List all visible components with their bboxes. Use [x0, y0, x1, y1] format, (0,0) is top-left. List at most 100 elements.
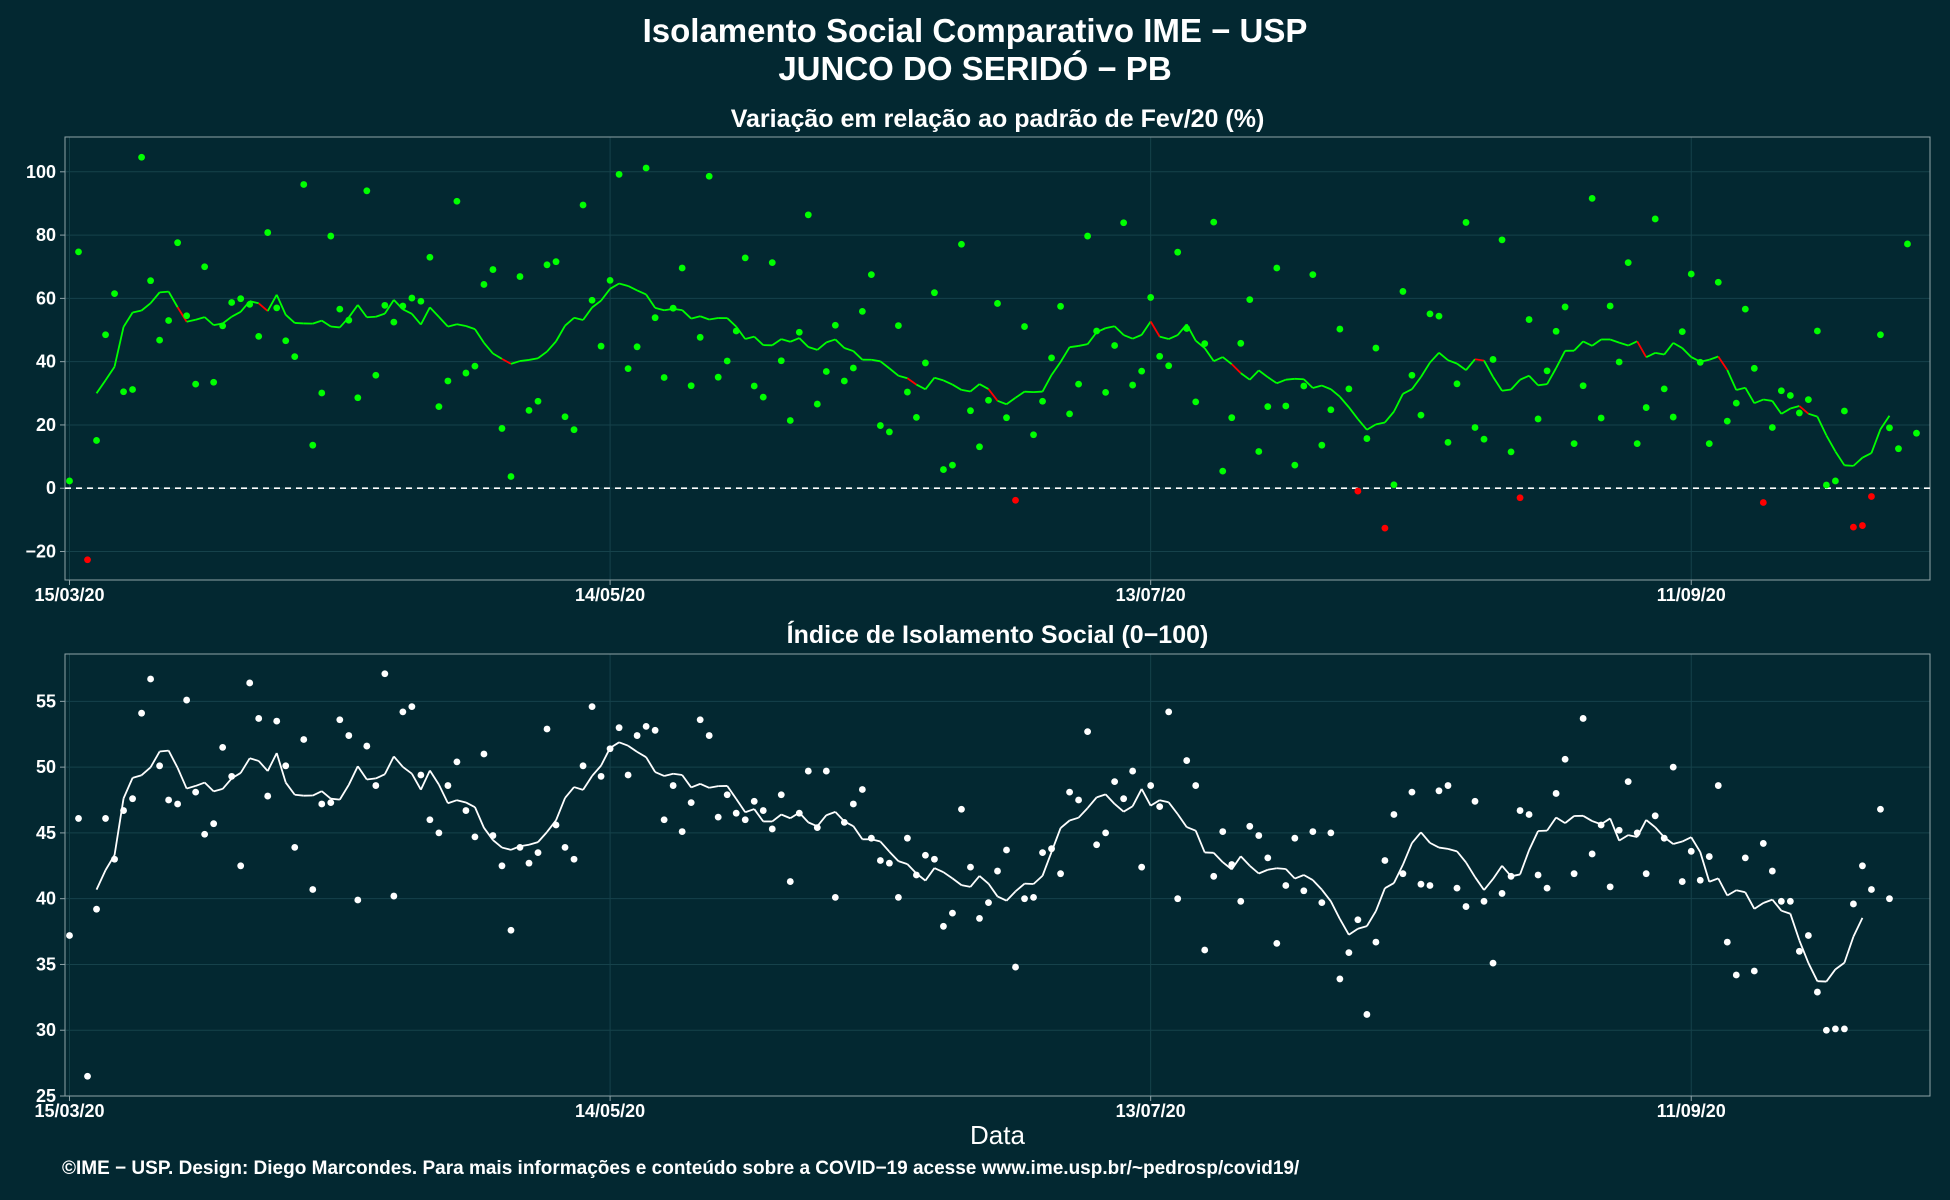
data-point [480, 750, 488, 758]
trend-line-segment [1005, 397, 1017, 405]
trend-line-segment [564, 786, 575, 799]
data-point [471, 362, 479, 370]
data-point [1462, 219, 1470, 226]
trend-line-segment [1645, 819, 1656, 828]
data-point [1336, 325, 1344, 333]
data-point [489, 266, 497, 273]
data-point [1795, 947, 1803, 955]
data-point [1354, 916, 1362, 924]
data-point [1147, 782, 1155, 789]
data-point [1543, 884, 1551, 892]
trend-line-segment [1357, 925, 1368, 930]
trend-line-segment [1140, 321, 1152, 336]
data-point [165, 796, 173, 804]
data-point [786, 417, 794, 424]
trend-line-segment [456, 323, 467, 327]
data-point [795, 328, 803, 336]
trend-line-segment [411, 773, 422, 791]
data-point [408, 294, 416, 302]
data-point [1282, 882, 1290, 889]
data-point [1246, 296, 1254, 304]
data-point [1723, 938, 1731, 946]
trend-line-segment [609, 282, 620, 290]
data-point [498, 862, 506, 870]
data-point [1741, 305, 1749, 313]
data-point [1264, 403, 1272, 410]
trend-line-segment [1276, 378, 1287, 385]
trend-line-segment [1041, 374, 1053, 392]
data-point [462, 369, 470, 377]
data-point [327, 799, 335, 807]
data-point [894, 322, 902, 329]
data-point [462, 807, 470, 814]
trend-line-segment [1366, 910, 1377, 927]
data-point [606, 745, 614, 753]
data-point [120, 388, 127, 396]
trend-line-segment [1591, 338, 1602, 347]
trend-line-segment [816, 814, 828, 827]
trend-line-segment [1726, 369, 1738, 391]
x-tick-label: 14/05/20 [575, 585, 645, 605]
data-point [1714, 782, 1722, 789]
trend-line-segment [393, 755, 404, 768]
trend-line-segment [1140, 788, 1152, 807]
trend-line-segment [1113, 325, 1125, 336]
trend-line-segment [357, 765, 368, 781]
trend-line-segment [1825, 968, 1837, 983]
trend-line-segment [285, 782, 296, 796]
data-point [1904, 240, 1911, 248]
data-point [840, 818, 848, 826]
trend-line-segment [149, 291, 161, 304]
data-point [1084, 232, 1091, 240]
trend-line-segment [582, 306, 593, 321]
trend-line-segment [771, 813, 782, 823]
trend-line-segment [95, 869, 107, 891]
trend-line-segment [1537, 383, 1548, 387]
data-point [976, 915, 983, 922]
trend-line-segment [1753, 398, 1764, 405]
data-point [66, 932, 73, 939]
data-point [579, 201, 587, 209]
trend-line-segment [1447, 359, 1458, 365]
data-point [822, 368, 830, 375]
trend-line-segment [176, 306, 188, 323]
data-point [1913, 429, 1920, 437]
data-point [967, 863, 974, 871]
data-point [813, 824, 821, 832]
trend-line-segment [1249, 865, 1260, 875]
trend-line-segment [176, 767, 188, 789]
trend-line-segment [537, 831, 548, 843]
trend-line-segment [1483, 878, 1494, 891]
trend-line-segment [1321, 889, 1332, 902]
data-point [228, 772, 236, 780]
trend-line-segment [1402, 388, 1413, 395]
data-point [237, 862, 245, 870]
trend-line-segment [1375, 421, 1386, 426]
data-point [1318, 441, 1326, 449]
trend-line-segment [1753, 902, 1764, 910]
data-point [696, 716, 704, 724]
data-point [1831, 477, 1839, 485]
trend-line-segment [915, 383, 926, 391]
data-point [904, 388, 911, 396]
trend-line-segment [95, 379, 107, 394]
data-point [1868, 493, 1875, 500]
trend-line-segment [978, 875, 990, 885]
trend-line-segment [1222, 356, 1233, 365]
trend-line-segment [1690, 836, 1702, 853]
data-point [408, 703, 416, 711]
trend-line-segment [1582, 815, 1593, 822]
trend-line-segment [1465, 358, 1476, 371]
trend-line-segment [1159, 335, 1169, 340]
data-point [768, 825, 776, 833]
data-point [777, 791, 785, 799]
trend-line-segment [1862, 452, 1872, 459]
data-point [1156, 803, 1164, 810]
trend-line-segment [140, 766, 152, 776]
chart-title: Isolamento Social Comparativo IME − USP [642, 12, 1308, 49]
data-point [922, 851, 929, 859]
data-point [534, 849, 542, 857]
trend-line-segment [1015, 390, 1026, 399]
trend-line-segment [871, 358, 881, 363]
data-point [705, 172, 713, 180]
